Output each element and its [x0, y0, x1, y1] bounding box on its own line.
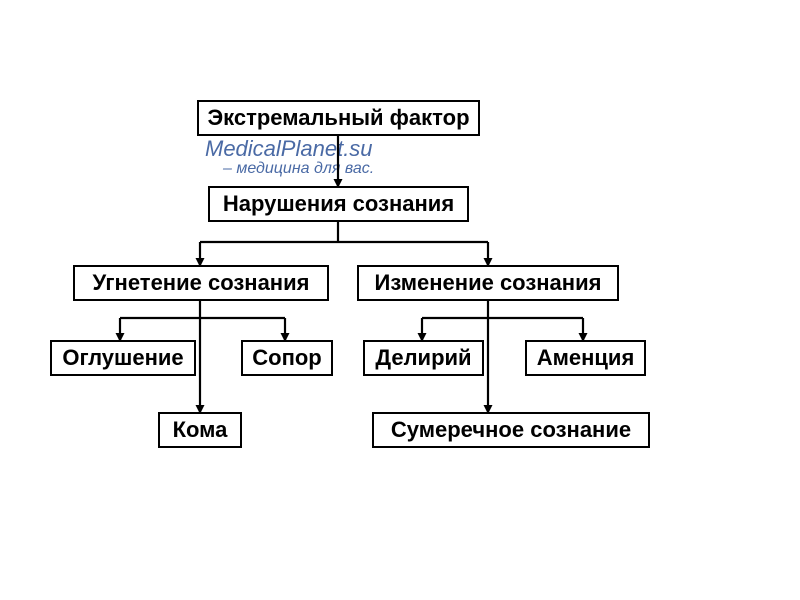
- node-amencia: Аменция: [525, 340, 646, 376]
- node-oglush: Оглушение: [50, 340, 196, 376]
- node-sumer: Сумеречное сознание: [372, 412, 650, 448]
- node-right2: Изменение сознания: [357, 265, 619, 301]
- watermark-line2-text: – медицина для вас.: [223, 160, 374, 177]
- node-sumer-label: Сумеречное сознание: [391, 417, 631, 443]
- node-oglush-label: Оглушение: [62, 345, 183, 371]
- node-sopor-label: Сопор: [252, 345, 322, 371]
- watermark-line2: – медицина для вас.: [223, 160, 374, 178]
- watermark-line1: MedicalPlanet.su: [205, 136, 373, 162]
- node-delirij: Делирий: [363, 340, 484, 376]
- node-root: Экстремальный фактор: [197, 100, 480, 136]
- node-right2-label: Изменение сознания: [375, 270, 602, 296]
- node-delirij-label: Делирий: [375, 345, 471, 371]
- node-level1: Нарушения сознания: [208, 186, 469, 222]
- node-root-label: Экстремальный фактор: [207, 105, 469, 131]
- edge-level1-branch: [200, 222, 488, 242]
- edge-right2-branch: [422, 301, 583, 318]
- node-koma: Кома: [158, 412, 242, 448]
- edge-left2-branch: [120, 301, 285, 318]
- node-amencia-label: Аменция: [537, 345, 635, 371]
- node-koma-label: Кома: [173, 417, 228, 443]
- node-left2: Угнетение сознания: [73, 265, 329, 301]
- node-level1-label: Нарушения сознания: [223, 191, 454, 217]
- node-sopor: Сопор: [241, 340, 333, 376]
- watermark-line1-text: MedicalPlanet.su: [205, 136, 373, 161]
- node-left2-label: Угнетение сознания: [93, 270, 310, 296]
